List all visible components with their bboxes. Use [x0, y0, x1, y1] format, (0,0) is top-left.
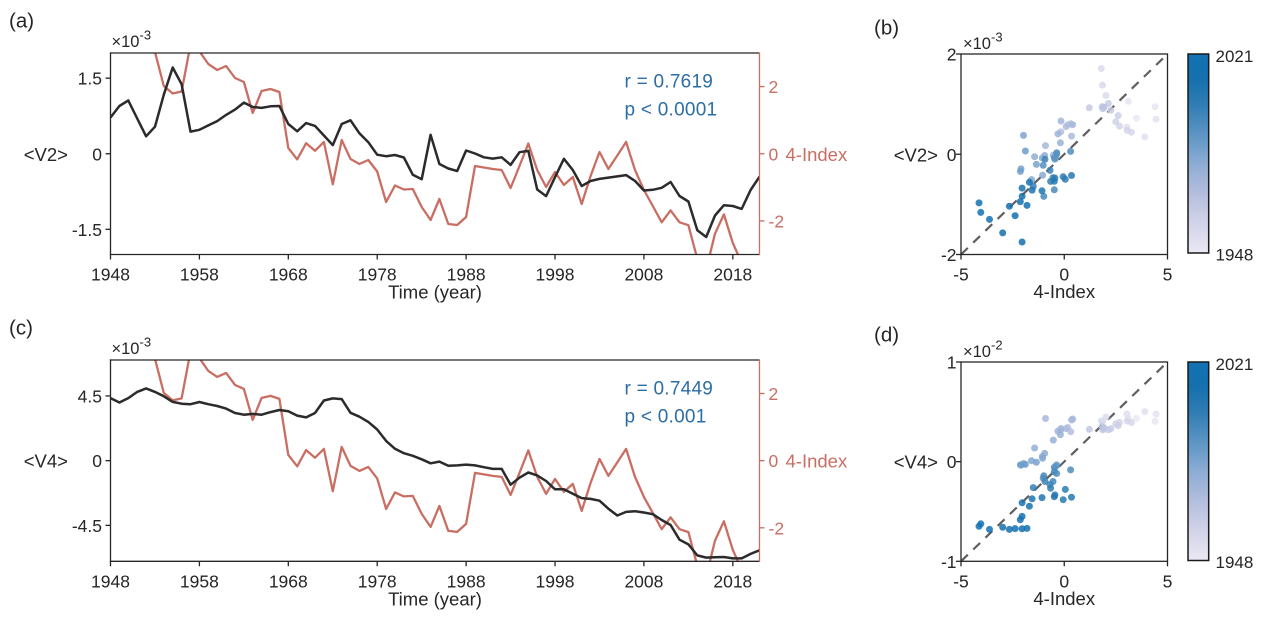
svg-text:2021: 2021	[1216, 47, 1254, 66]
svg-text:-5: -5	[953, 571, 969, 591]
svg-text:0: 0	[92, 451, 102, 471]
svg-text:-2: -2	[769, 211, 785, 231]
svg-text:0: 0	[769, 144, 779, 164]
svg-text:1948: 1948	[1216, 246, 1254, 265]
svg-text:1988: 1988	[447, 571, 486, 591]
svg-text:1998: 1998	[536, 571, 575, 591]
svg-text:4.5: 4.5	[78, 386, 102, 406]
svg-text:1: 1	[947, 353, 957, 373]
svg-text:r = 0.7449: r = 0.7449	[625, 378, 714, 399]
svg-text:r = 0.7619: r = 0.7619	[625, 71, 714, 92]
svg-text:2018: 2018	[713, 265, 752, 285]
svg-text:1958: 1958	[180, 265, 219, 285]
svg-text:-4.5: -4.5	[72, 516, 102, 536]
svg-text:1948: 1948	[1216, 553, 1254, 572]
svg-text:2018: 2018	[713, 571, 752, 591]
svg-text:0: 0	[769, 451, 779, 471]
svg-text:0: 0	[1059, 571, 1069, 591]
svg-text:1988: 1988	[447, 265, 486, 285]
svg-text:2008: 2008	[624, 265, 663, 285]
svg-text:1968: 1968	[269, 571, 308, 591]
svg-text:1968: 1968	[269, 265, 308, 285]
svg-text:-1.5: -1.5	[72, 220, 102, 240]
svg-text:1998: 1998	[536, 265, 575, 285]
svg-text:0: 0	[92, 144, 102, 164]
svg-text:4-Index: 4-Index	[1033, 281, 1095, 302]
svg-text:0: 0	[1059, 265, 1069, 285]
svg-text:(c): (c)	[9, 317, 33, 340]
svg-text:(d): (d)	[874, 324, 899, 347]
svg-text:0: 0	[947, 452, 957, 472]
svg-text:-2: -2	[941, 245, 957, 265]
svg-text:1958: 1958	[180, 571, 219, 591]
svg-text:<V2>: <V2>	[24, 144, 68, 165]
svg-text:2: 2	[769, 77, 779, 97]
svg-text:4-Index: 4-Index	[786, 144, 848, 165]
svg-text:p < 0.001: p < 0.001	[625, 407, 707, 428]
svg-text:(b): (b)	[874, 17, 899, 40]
svg-text:2008: 2008	[624, 571, 663, 591]
svg-text:1.5: 1.5	[78, 69, 102, 89]
svg-text:5: 5	[1163, 265, 1173, 285]
svg-text:4-Index: 4-Index	[1033, 588, 1095, 609]
svg-text:-5: -5	[953, 265, 969, 285]
svg-text:2021: 2021	[1216, 355, 1254, 374]
svg-text:4-Index: 4-Index	[786, 451, 848, 472]
svg-text:1978: 1978	[358, 265, 397, 285]
svg-text:(a): (a)	[9, 10, 34, 33]
svg-text:-2: -2	[769, 518, 785, 538]
svg-text:<V4>: <V4>	[24, 451, 68, 472]
svg-text:1978: 1978	[358, 571, 397, 591]
svg-text:<V2>: <V2>	[894, 144, 938, 165]
svg-text:2: 2	[769, 384, 779, 404]
svg-text:0: 0	[947, 145, 957, 165]
svg-text:p < 0.0001: p < 0.0001	[625, 100, 718, 121]
svg-text:1948: 1948	[91, 571, 130, 591]
svg-text:-1: -1	[941, 552, 957, 572]
svg-text:5: 5	[1163, 571, 1173, 591]
svg-text:Time (year): Time (year)	[388, 282, 482, 303]
svg-text:1948: 1948	[91, 265, 130, 285]
svg-text:2: 2	[947, 45, 957, 65]
svg-text:<V4>: <V4>	[894, 452, 938, 473]
svg-text:Time (year): Time (year)	[388, 588, 482, 609]
